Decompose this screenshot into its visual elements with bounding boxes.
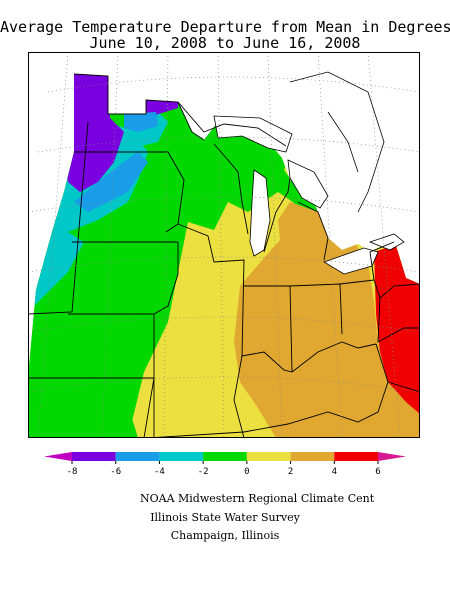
legend-tick-label: -4 (154, 467, 165, 477)
legend-bin (159, 452, 204, 461)
legend-bin (334, 452, 378, 461)
color-scale-legend: -8 -6 -4 -2 0 2 4 6 (44, 452, 406, 477)
lat-lon-gridlines (28, 52, 420, 438)
legend-bin (115, 452, 160, 461)
credit-isws: Illinois State Water Survey (150, 511, 300, 524)
legend-tick-label: -6 (110, 467, 121, 477)
legend-bin (72, 452, 116, 461)
credit-noaa: NOAA Midwestern Regional Climate Cent (140, 492, 375, 505)
state-boundaries (28, 73, 420, 438)
legend-bin (378, 452, 406, 461)
legend-tick-label: 6 (375, 467, 380, 477)
legend-tick-label: 0 (244, 467, 249, 477)
legend-bin (44, 452, 72, 461)
legend-tick-label: -8 (67, 467, 78, 477)
credit-location: Champaign, Illinois (170, 529, 280, 542)
legend-tick-label: 2 (288, 467, 293, 477)
legend-tick-label: 4 (332, 467, 337, 477)
temperature-departure-map (28, 52, 420, 438)
legend-bin (246, 452, 291, 461)
great-lakes-shoreline (213, 71, 405, 275)
legend-bin (203, 452, 247, 461)
map-frame (28, 52, 420, 438)
legend-bin (290, 452, 335, 461)
map-title: Average Temperature Departure from Mean … (0, 18, 450, 36)
legend-tick-label: -2 (198, 467, 209, 477)
map-date-range: June 10, 2008 to June 16, 2008 (89, 34, 361, 52)
